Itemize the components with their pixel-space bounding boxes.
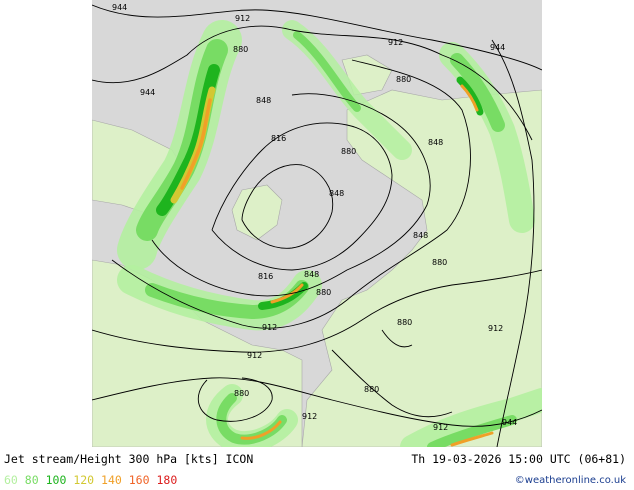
legend-item: 120 [73, 473, 95, 487]
contour-label: 880 [432, 258, 447, 267]
contour-label: 816 [271, 134, 286, 143]
contour-label: 880 [341, 147, 356, 156]
jet-speed-bands [117, 20, 542, 447]
contour-label: 880 [397, 318, 412, 327]
contour-labels: 944 912 880 912 944 880 944 848 816 880 … [112, 3, 517, 432]
height-contours [92, 4, 542, 447]
contour-label: 880 [316, 288, 331, 297]
legend-item: 180 [156, 473, 178, 487]
contour-label: 912 [433, 423, 448, 432]
contour-label: 848 [329, 189, 344, 198]
land-areas [92, 54, 542, 447]
contour-label: 912 [247, 351, 262, 360]
contour-label: 880 [233, 45, 248, 54]
legend-item: 100 [45, 473, 67, 487]
legend-item: 140 [101, 473, 122, 487]
legend-item: 160 [128, 473, 150, 487]
contour-label: 880 [234, 389, 249, 398]
map-canvas: 944 912 880 912 944 880 944 848 816 880 … [92, 0, 542, 447]
contour-label: 848 [304, 270, 319, 279]
credit-link[interactable]: ©weatheronline.co.uk [514, 475, 626, 486]
contour-label: 848 [256, 96, 271, 105]
contour-label: 912 [488, 324, 503, 333]
contour-label: 944 [502, 418, 517, 427]
map-title: Jet stream/Height 300 hPa [kts] ICON [4, 452, 254, 466]
legend-item: 60 [4, 473, 18, 487]
contour-label: 912 [235, 14, 250, 23]
footer: Jet stream/Height 300 hPa [kts] ICON Th … [0, 447, 634, 490]
contour-label: 944 [140, 88, 155, 97]
jet-stream-map: 944 912 880 912 944 880 944 848 816 880 … [92, 0, 542, 447]
valid-time: Th 19-03-2026 15:00 UTC (06+81) [411, 452, 626, 466]
legend-item: 80 [24, 473, 39, 487]
contour-label: 944 [490, 43, 505, 52]
contour-label: 944 [112, 3, 127, 12]
contour-label: 880 [364, 385, 379, 394]
contour-label: 848 [413, 231, 428, 240]
contour-label: 816 [258, 272, 273, 281]
contour-label: 912 [388, 38, 403, 47]
contour-label: 912 [262, 323, 277, 332]
contour-label: 912 [302, 412, 317, 421]
contour-label: 848 [428, 138, 443, 147]
contour-label: 880 [396, 75, 411, 84]
speed-legend: 60 80 100 120 140 160 180 [4, 473, 177, 487]
